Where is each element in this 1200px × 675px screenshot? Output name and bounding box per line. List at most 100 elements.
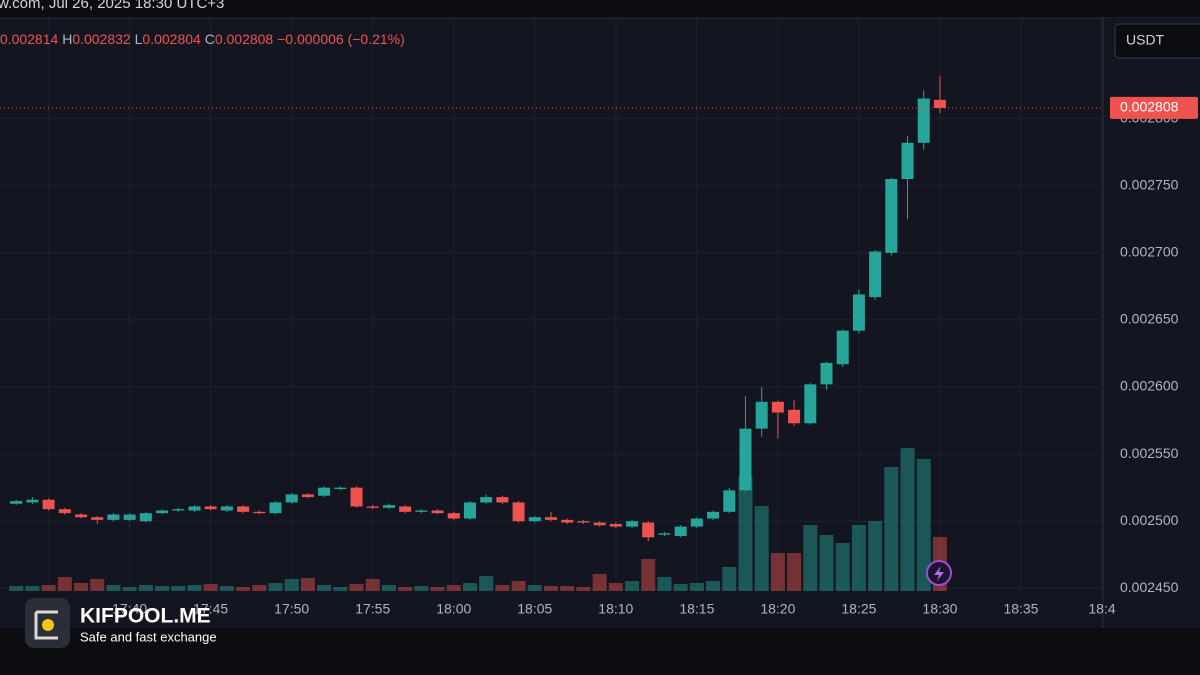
candle-body: [561, 519, 574, 523]
x-tick-label: 18:10: [598, 601, 633, 617]
candle-body: [447, 513, 460, 519]
volume-bar: [851, 525, 866, 591]
volume-bar: [430, 587, 445, 591]
candle-body: [869, 251, 882, 298]
x-tick-label: 18:30: [922, 601, 957, 617]
candle-body: [609, 523, 622, 527]
volume-bar: [236, 587, 251, 591]
volume-bar: [446, 585, 461, 591]
volume-bar: [527, 585, 542, 591]
logo-name: KIFPOOL.ME: [80, 605, 211, 628]
alert-bolt[interactable]: [934, 566, 944, 581]
volume-bar: [74, 583, 89, 591]
y-tick-label: 0.002700: [1120, 244, 1179, 260]
volume-bar: [155, 586, 170, 591]
candle-body: [75, 514, 88, 518]
high-label: H: [62, 31, 72, 47]
volume-bar: [300, 578, 315, 591]
close-value: 0.002808: [215, 31, 274, 47]
currency-button-box[interactable]: [1114, 23, 1200, 59]
candle-body: [852, 294, 865, 331]
x-tick-label: 18:05: [517, 601, 552, 617]
volume-bar: [138, 585, 153, 591]
candle-body: [301, 494, 314, 498]
price-axis: 0.0028000.0027500.0027000.0026500.002600…: [1110, 96, 1198, 595]
candle-body: [431, 510, 444, 514]
candle-body: [480, 497, 493, 503]
volume-bar: [673, 584, 688, 591]
candle-body: [188, 506, 201, 511]
candle-body: [512, 502, 525, 522]
volume-bar: [90, 579, 105, 591]
volume-bar: [706, 581, 721, 591]
candle-body: [237, 506, 250, 512]
volume-bar: [106, 585, 121, 591]
candle-body: [318, 487, 331, 496]
volume-bar: [625, 581, 640, 591]
candle-body: [253, 511, 266, 514]
volume-bar: [576, 587, 591, 591]
candle-body: [917, 98, 930, 143]
logo: KIFPOOL.ME Safe and fast exchange: [25, 598, 217, 648]
x-tick-label: 17:45: [193, 601, 228, 617]
volume-bar: [365, 579, 380, 591]
candle-body: [771, 401, 784, 413]
volume-bar: [835, 543, 850, 591]
close-label: C: [205, 31, 215, 47]
volume-bar: [819, 535, 834, 591]
candle-body: [172, 509, 185, 511]
x-tick-label: 18:20: [760, 601, 795, 617]
candle-body: [707, 511, 720, 519]
candle-body: [42, 499, 55, 510]
volume-bar: [317, 585, 332, 591]
volume-bar: [884, 467, 899, 591]
volume-bar: [203, 584, 218, 591]
logo-tagline: Safe and fast exchange: [80, 629, 217, 644]
volume-bar: [187, 585, 202, 591]
y-tick-label: 0.002650: [1120, 311, 1179, 327]
price-axis-panel: [1103, 18, 1200, 628]
candle-body: [123, 514, 136, 520]
high-value: 0.002832: [72, 31, 131, 47]
candle-body: [933, 99, 946, 108]
x-tick-label: 18:00: [436, 601, 471, 617]
grid: [0, 18, 1103, 591]
volume-bar: [754, 506, 769, 591]
volume-bar: [462, 583, 477, 591]
volume-bar: [544, 586, 558, 591]
candle-body: [269, 502, 282, 514]
currency-button[interactable]: USDT: [1114, 23, 1200, 59]
volume-bar: [868, 521, 883, 591]
candle-body: [350, 487, 363, 507]
alert-icon[interactable]: [926, 560, 952, 586]
candle-body: [399, 506, 412, 512]
volume-bar: [787, 553, 802, 591]
volume-bar: [657, 577, 672, 591]
currency-button-label[interactable]: USDT: [1126, 32, 1165, 48]
candle-body: [755, 401, 768, 429]
candle-body: [804, 384, 817, 424]
y-tick-label: 0.002500: [1120, 512, 1179, 528]
x-tick-label: 17:50: [274, 601, 309, 617]
volume-bar: [252, 585, 267, 591]
logo-icon-dot: [42, 619, 54, 631]
candle-body: [334, 487, 347, 490]
candle-body: [139, 513, 152, 522]
volume-bar: [770, 553, 785, 591]
volume-bar: [738, 476, 753, 591]
candle-body: [204, 506, 217, 510]
volume-bar: [495, 585, 510, 591]
open-value: 0.002814: [0, 31, 58, 47]
x-tick-label: 18:35: [1003, 601, 1038, 617]
candle-body: [415, 510, 428, 512]
low-label: L: [135, 31, 143, 47]
candle-body: [382, 505, 395, 508]
change-value: −0.000006 (−0.21%): [277, 31, 405, 47]
volume-bar: [398, 587, 413, 591]
x-tick-label: 17:40: [112, 601, 147, 617]
volume-bar: [641, 559, 656, 591]
x-tick-label: 17:55: [355, 601, 390, 617]
logo-icon-shape: [34, 610, 58, 640]
